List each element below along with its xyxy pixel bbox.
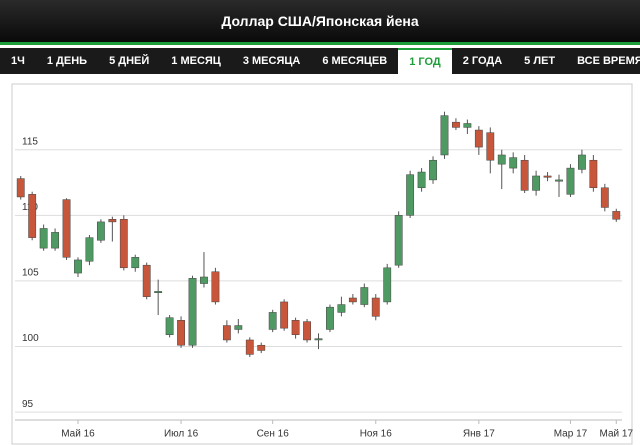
candle-body [96, 221, 105, 241]
candle-body [497, 154, 506, 165]
candle-body [165, 317, 174, 335]
candle-body [474, 129, 483, 148]
title: Доллар США/Японская йена [221, 13, 419, 29]
candle-body [177, 320, 185, 346]
candle-body [578, 154, 586, 170]
tab[interactable]: 6 МЕСЯЦЕВ [322, 55, 388, 67]
candle-body [589, 159, 598, 189]
candle-body [257, 344, 266, 351]
x-tick-label: Июл 16 [164, 429, 199, 440]
x-tick-label: Ноя 16 [360, 429, 393, 440]
candle-body [371, 297, 380, 317]
x-tick-label: Сен 16 [257, 429, 290, 440]
y-tick-label: 115 [22, 136, 38, 147]
candle-body [211, 271, 220, 303]
tab[interactable]: 5 ДНЕЙ [109, 55, 150, 67]
tab[interactable]: 1 МЕСЯЦ [171, 55, 221, 67]
candle-body [39, 228, 48, 249]
candle-body [234, 325, 243, 330]
candle-body [360, 287, 369, 305]
candle-body [108, 219, 117, 223]
candle-body [16, 178, 25, 198]
candle-body [543, 175, 552, 178]
candle-body [119, 219, 128, 269]
candle-body [280, 301, 289, 329]
candle-body [452, 121, 460, 128]
header: Доллар США/Японская йена [0, 0, 640, 45]
tab[interactable]: ВСЕ ВРЕМЯ [577, 55, 640, 67]
candle-body [440, 115, 449, 156]
candle-body [62, 199, 71, 258]
candle-body [200, 276, 208, 284]
candle-body [74, 259, 82, 274]
candle-body [245, 339, 254, 355]
candle-body [394, 215, 403, 266]
x-tick-label: Май 16 [61, 429, 95, 440]
y-tick-label: 105 [22, 268, 39, 279]
candle-body [486, 132, 495, 161]
candle-body [326, 306, 334, 330]
x-tick-label: Мар 17 [554, 429, 588, 440]
candle-body [154, 291, 163, 293]
candle-body [291, 320, 300, 335]
candle-body [131, 257, 140, 269]
x-tick-label: Май 17 [600, 429, 634, 440]
chart-panel [11, 83, 633, 445]
candle-body [85, 237, 94, 262]
candle-body [600, 187, 609, 208]
candle-body [337, 304, 346, 313]
tab-bar: 1Ч 1 ДЕНЬ 5 ДНЕЙ 1 МЕСЯЦ 3 МЕСЯЦА 6 МЕСЯЦЕВ 1 … [0, 48, 640, 74]
candle-body [463, 123, 472, 128]
candle-body [612, 211, 621, 220]
candle-body [314, 338, 323, 341]
candle-body [28, 194, 37, 238]
tab[interactable]: 1 ДЕНЬ [46, 55, 88, 67]
candle-body [348, 297, 357, 303]
y-tick-label: 95 [22, 399, 34, 410]
candle-body [566, 167, 575, 195]
candle-body [429, 159, 437, 181]
candle-body [532, 175, 541, 191]
candle-body [268, 312, 277, 330]
candle-body [520, 159, 529, 191]
candle-body [406, 174, 415, 216]
tab[interactable]: 5 ЛЕТ [524, 55, 556, 67]
candle-body [188, 278, 197, 346]
candle-body [555, 179, 563, 182]
tab[interactable]: 1 ГОД [398, 48, 452, 74]
tab[interactable]: 1Ч [11, 55, 25, 67]
x-tick-label: Янв 17 [463, 429, 495, 440]
candle-body [222, 325, 231, 341]
candle-body [383, 267, 392, 303]
candle-body [509, 157, 518, 169]
candle-body [417, 171, 426, 189]
y-tick-label: 100 [22, 333, 39, 344]
tab[interactable]: 3 МЕСЯЦА [242, 55, 301, 67]
candle-body [303, 321, 311, 341]
tab[interactable]: 2 ГОДА [462, 55, 503, 67]
candle-body [51, 232, 59, 249]
candle-body [142, 264, 151, 297]
